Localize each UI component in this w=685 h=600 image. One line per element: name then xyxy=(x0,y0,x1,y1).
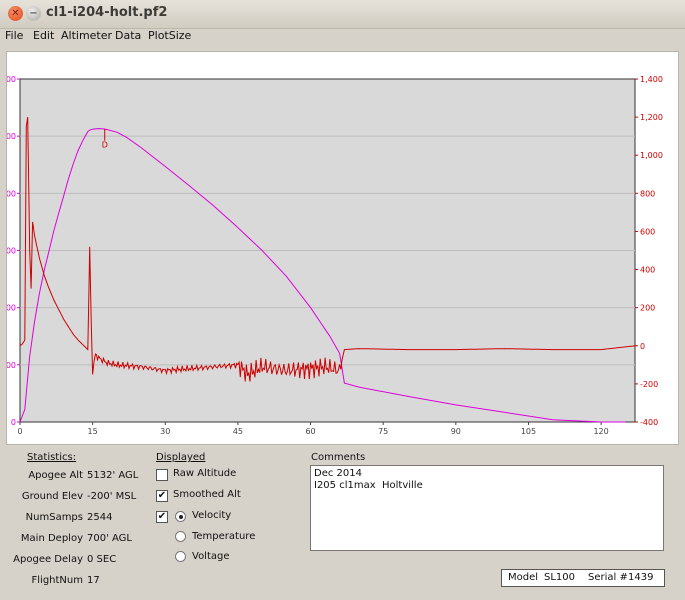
y-right-tick-label: 600 xyxy=(640,227,655,236)
voltage-label: Voltage xyxy=(192,551,230,562)
stat-label: Main Deploy xyxy=(20,533,83,544)
stat-value: 0 SEC xyxy=(87,554,117,565)
stat-label: Apogee Delay xyxy=(13,554,83,565)
velocity-group-checkbox[interactable]: ✔ xyxy=(156,511,168,523)
velocity-radio[interactable] xyxy=(175,511,186,522)
y-right-tick-label: 800 xyxy=(640,189,655,198)
smoothed-alt-label: Smoothed Alt xyxy=(173,489,241,500)
x-tick-label: 75 xyxy=(378,427,388,436)
y-right-tick-label: 1,000 xyxy=(640,151,663,160)
stat-value: 700' AGL xyxy=(87,533,132,544)
stats-heading: Statistics: xyxy=(27,452,77,463)
voltage-radio[interactable] xyxy=(175,551,186,562)
menu-bar: File Edit Altimeter Data PlotSize xyxy=(0,28,685,44)
x-tick-label: 30 xyxy=(160,427,170,436)
window-title: cl1-i204-holt.pf2 xyxy=(46,5,168,20)
y-left-tick-label: 5,000 xyxy=(7,132,16,141)
y-left-tick-label: 1,000 xyxy=(7,361,16,370)
y-left-tick-label: 3,000 xyxy=(7,247,16,256)
comment-line: Dec 2014 xyxy=(314,468,362,479)
stat-value: 2544 xyxy=(87,512,113,523)
temperature-label: Temperature xyxy=(192,531,256,542)
x-tick-label: 45 xyxy=(233,427,243,436)
menu-altimeter[interactable]: Altimeter xyxy=(61,29,113,42)
stat-label: Ground Elev xyxy=(21,491,83,502)
menu-data[interactable]: Data xyxy=(115,29,142,42)
close-icon[interactable]: ✕ xyxy=(8,6,23,21)
raw-altitude-checkbox[interactable] xyxy=(156,469,168,481)
velocity-label: Velocity xyxy=(192,510,232,521)
device-info-box: Model SL100 Serial # 1439 xyxy=(501,569,665,587)
stat-label: NumSamps xyxy=(25,512,83,523)
x-tick-label: 120 xyxy=(593,427,608,436)
title-bar: ✕ − cl1-i204-holt.pf2 xyxy=(0,0,685,29)
flight-chart[interactable]: 0 1,000 2,000 3,000 4,000 5,000 6,000 -400 -200 0… xyxy=(7,52,678,444)
comments-textarea[interactable]: Dec 2014 I205 cl1max Holtville xyxy=(310,465,664,551)
y-right-tick-label: 200 xyxy=(640,304,655,313)
displayed-heading: Displayed xyxy=(156,452,206,463)
y-right-tick-label: 1,400 xyxy=(640,75,663,84)
plot-panel: 0 1,000 2,000 3,000 4,000 5,000 6,000 -400 -200 0… xyxy=(6,51,679,445)
y-right-tick-label: 1,200 xyxy=(640,113,663,122)
serial-label: Serial # xyxy=(588,572,628,583)
y-left-tick-label: 0 xyxy=(11,418,16,427)
minimize-icon[interactable]: − xyxy=(26,6,41,21)
altitude-series-line xyxy=(19,128,626,423)
y-right-tick-label: -400 xyxy=(640,418,658,427)
model-value: SL100 xyxy=(544,572,576,583)
comment-line: I205 cl1max Holtville xyxy=(314,480,423,491)
y-right-tick-label: 400 xyxy=(640,266,655,275)
raw-altitude-label: Raw Altitude xyxy=(173,468,237,479)
velocity-series-line xyxy=(19,117,636,382)
model-label: Model xyxy=(508,572,539,583)
temperature-radio[interactable] xyxy=(175,531,186,542)
stat-label: Apogee Alt xyxy=(28,470,83,481)
stat-label: FlightNum xyxy=(31,575,83,586)
x-tick-label: 0 xyxy=(17,427,22,436)
y-left-tick-label: 6,000 xyxy=(7,75,16,84)
y-left-tick-label: 2,000 xyxy=(7,304,16,313)
x-tick-label: 90 xyxy=(451,427,461,436)
y-left-tick-label: 4,000 xyxy=(7,189,16,198)
menu-edit[interactable]: Edit xyxy=(33,29,55,42)
serial-value: 1439 xyxy=(628,572,654,583)
stat-value: 17 xyxy=(87,575,100,586)
stat-value: 5132' AGL xyxy=(87,470,139,481)
y-right-tick-label: -200 xyxy=(640,380,658,389)
smoothed-alt-checkbox[interactable]: ✔ xyxy=(156,490,168,502)
x-tick-label: 15 xyxy=(88,427,98,436)
stat-value: -200' MSL xyxy=(87,491,137,502)
annotation-label: D xyxy=(102,141,108,150)
menu-plotsize[interactable]: PlotSize xyxy=(148,29,192,42)
x-tick-label: 105 xyxy=(521,427,536,436)
comments-heading: Comments xyxy=(311,452,366,463)
x-tick-label: 60 xyxy=(305,427,315,436)
menu-file[interactable]: File xyxy=(5,29,24,42)
y-right-tick-label: 0 xyxy=(640,342,645,351)
